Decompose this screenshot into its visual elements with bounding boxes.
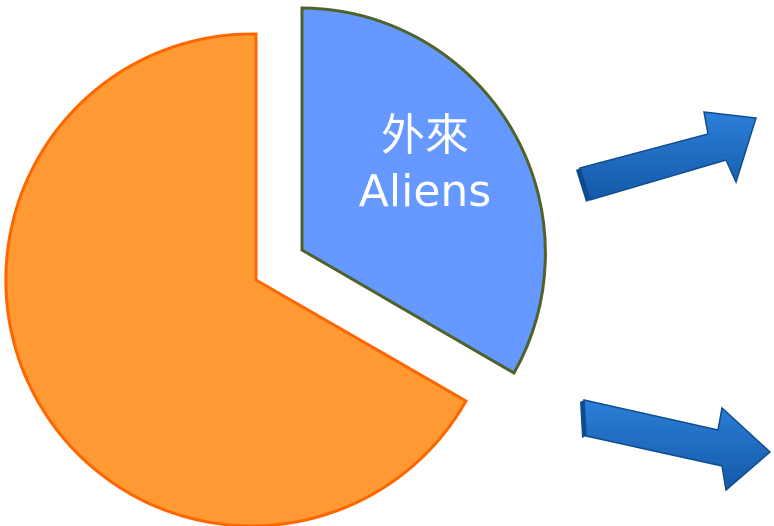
pie-slice-aliens bbox=[300, 6, 547, 376]
aliens-slice-label: 外來 Aliens bbox=[330, 108, 520, 220]
arrow-lower-icon bbox=[580, 399, 772, 492]
arrow-upper-icon bbox=[576, 111, 757, 202]
aliens-label-en: Aliens bbox=[358, 166, 492, 217]
pie-slice-other bbox=[4, 32, 469, 526]
aliens-label-zh: 外來 bbox=[381, 110, 469, 161]
